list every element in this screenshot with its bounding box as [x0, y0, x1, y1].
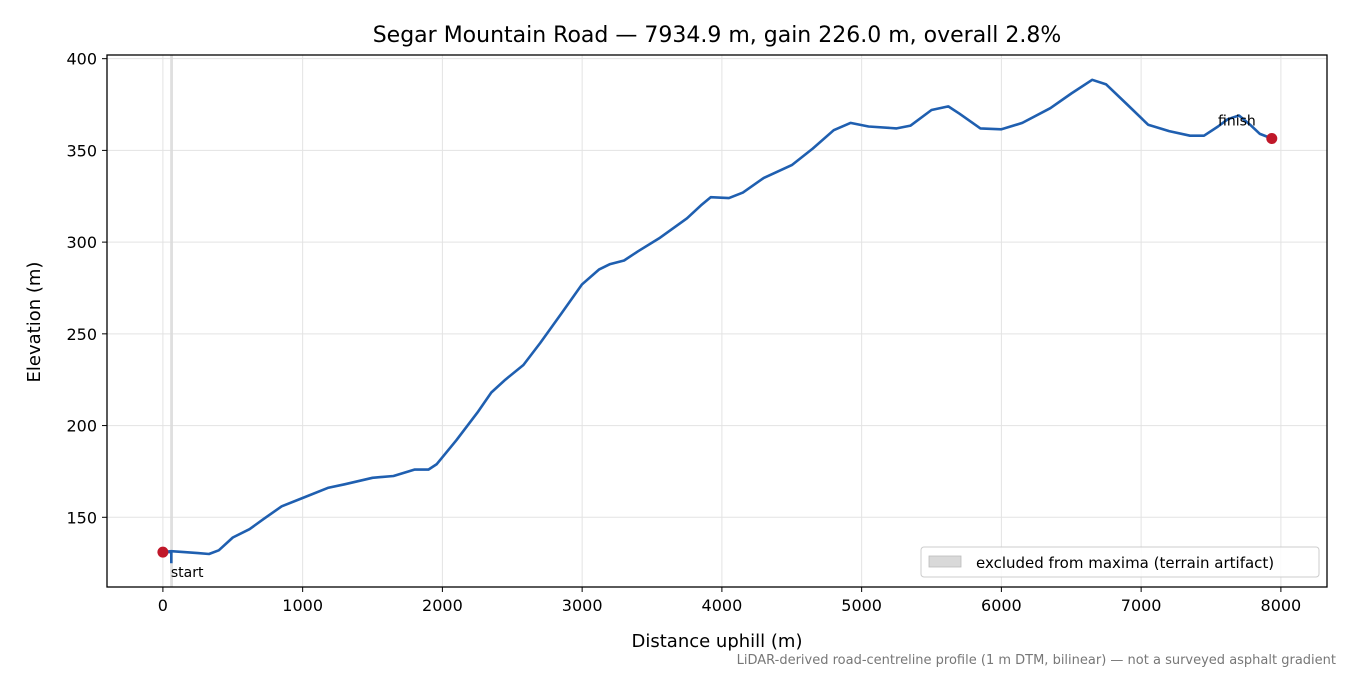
y-tick-label: 200: [66, 417, 97, 436]
plot-frame: [106, 54, 1328, 588]
y-tick-label: 150: [66, 508, 97, 527]
y-tick-label: 300: [66, 233, 97, 252]
legend-frame: [920, 546, 1320, 578]
grid: [107, 55, 1327, 587]
finish-label: finish: [1218, 113, 1256, 129]
start-label: start: [171, 565, 204, 581]
elevation-line: [161, 78, 1274, 556]
x-tick-label: 4000: [702, 596, 743, 615]
y-tick-label: 250: [66, 325, 97, 344]
x-tick-label: 6000: [981, 596, 1022, 615]
series-layer: [161, 78, 1274, 564]
y-axis-label: Elevation (m): [24, 262, 45, 383]
excluded-band: [170, 55, 173, 587]
x-tick-label: 3000: [562, 596, 603, 615]
x-tick-label: 0: [158, 596, 168, 615]
legend-swatch-excluded-band: [928, 555, 962, 568]
x-tick-label: 2000: [422, 596, 463, 615]
tick-layer: 0 1000 2000 3000 4000 5000 6000 7000 8000 150 200 2…: [66, 50, 1301, 615]
x-axis-label: Distance uphill (m): [632, 631, 803, 652]
x-tick-label: 7000: [1121, 596, 1162, 615]
x-tick-label: 1000: [282, 596, 323, 615]
y-tick-label: 400: [66, 50, 97, 69]
x-tick-label: 5000: [841, 596, 882, 615]
chart-title: Segar Mountain Road — 7934.9 m, gain 226…: [373, 23, 1062, 48]
footnote: LiDAR-derived road-centreline profile (1…: [737, 653, 1336, 668]
x-tick-label: 8000: [1261, 596, 1302, 615]
legend-entry-excluded: excluded from maxima (terrain artifact): [976, 554, 1274, 572]
excluded-band-layer: [170, 55, 173, 587]
marker-layer: start finish: [157, 113, 1278, 581]
finish-marker: [1266, 132, 1278, 144]
y-tick-label: 350: [66, 141, 97, 160]
legend: excluded from maxima (terrain artifact): [920, 546, 1320, 578]
start-marker: [157, 546, 169, 558]
